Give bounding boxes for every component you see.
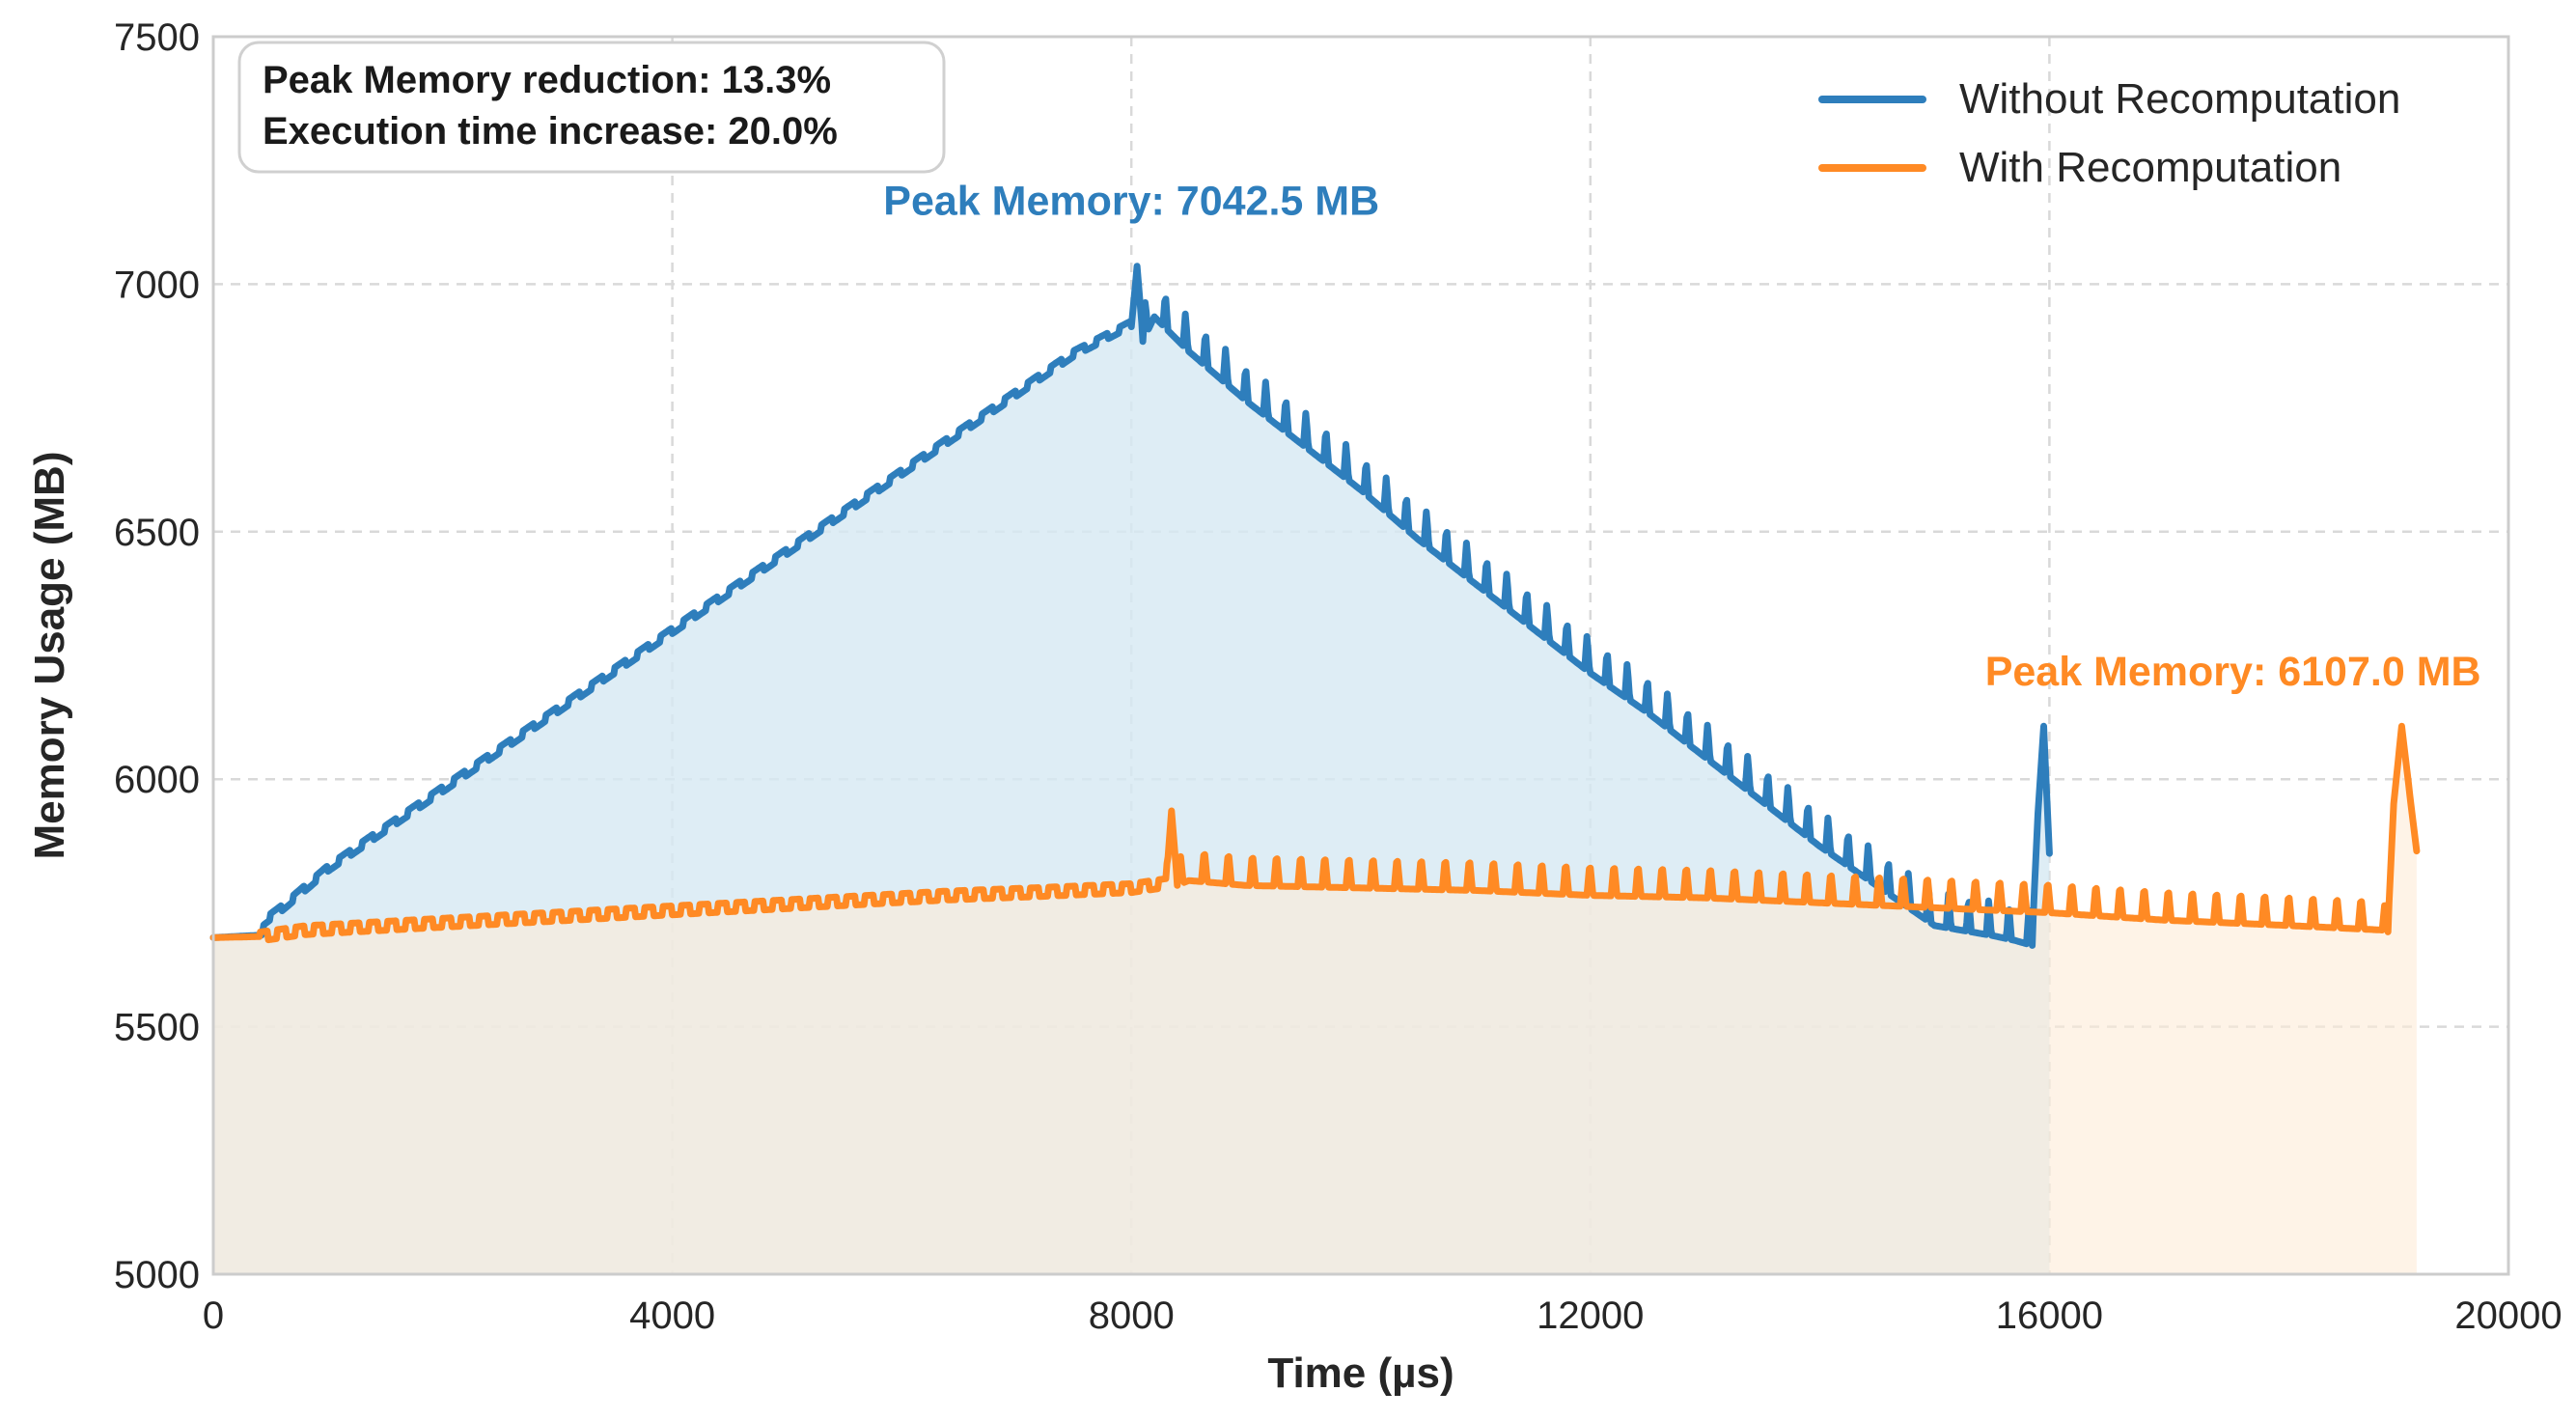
y-tick-label: 5500: [114, 1007, 200, 1049]
legend: Without Recomputation With Recomputation: [1818, 75, 2400, 191]
peak-label-without-recomputation: Peak Memory: 7042.5 MB: [883, 179, 1379, 225]
peak-label-with-recomputation: Peak Memory: 6107.0 MB: [1985, 649, 2481, 695]
series-line-with-recomputation: [209, 722, 2421, 944]
stats-annotation-box: Peak Memory reduction: 13.3% Execution t…: [237, 41, 946, 174]
y-tick-label: 7500: [114, 16, 200, 59]
x-tick-label: 4000: [629, 1294, 715, 1337]
y-axis-title: Memory Usage (MB): [26, 452, 73, 860]
x-tick-labels: 0 4000 8000 12000 16000 20000: [203, 1294, 2562, 1337]
series-lines: [209, 263, 2421, 949]
y-tick-label: 6500: [114, 512, 200, 554]
y-tick-labels: 5000 5500 6000 6500 7000 7500: [114, 16, 200, 1296]
x-tick-label: 8000: [1089, 1294, 1175, 1337]
x-tick-label: 16000: [1996, 1294, 2103, 1337]
peak-labels: Peak Memory: 7042.5 MB Peak Memory: 6107.…: [883, 179, 2480, 695]
y-tick-label: 7000: [114, 264, 200, 306]
peak-memory-reduction-text: Peak Memory reduction: 13.3%: [263, 59, 831, 101]
legend-label-with-recomputation: With Recomputation: [1959, 144, 2341, 191]
execution-time-increase-text: Execution time increase: 20.0%: [263, 110, 838, 153]
x-axis-title: Time (µs): [1267, 1349, 1454, 1397]
x-tick-label: 20000: [2454, 1294, 2562, 1337]
stats-box-frame: [237, 41, 946, 174]
plot-frame: [211, 35, 2510, 1276]
x-tick-label: 12000: [1537, 1294, 1644, 1337]
y-tick-label: 5000: [114, 1254, 200, 1296]
y-tick-label: 6000: [114, 759, 200, 801]
area-fill-with-recomputation: [213, 726, 2417, 1274]
series-line-without-recomputation: [209, 263, 2053, 949]
legend-label-without-recomputation: Without Recomputation: [1959, 75, 2400, 123]
area-fills: [213, 265, 2417, 1275]
x-tick-label: 0: [203, 1294, 224, 1337]
